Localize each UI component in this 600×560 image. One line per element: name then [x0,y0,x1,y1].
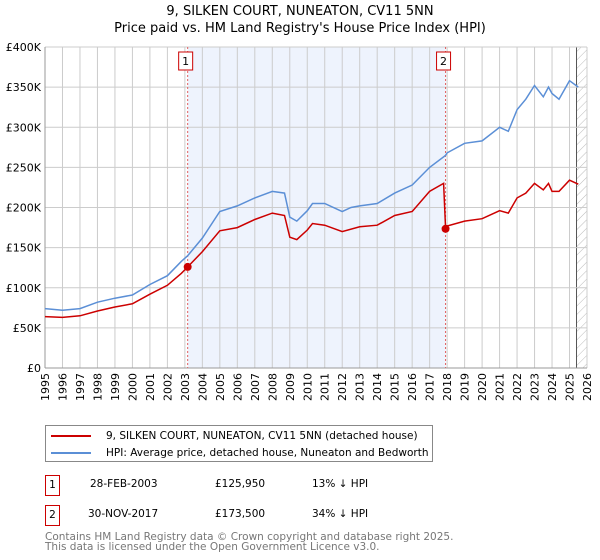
transaction-marker: 1 [45,475,60,496]
transaction-price: £125,950 [215,478,266,490]
transaction-date: 30-NOV-2017 [88,508,159,520]
chart-subtitle: Price paid vs. HM Land Registry's House … [114,21,486,36]
x-tick-label: 2003 [179,373,192,401]
x-tick-label: 2014 [371,373,384,401]
x-tick-label: 1995 [39,373,52,401]
transaction-row: 1 28-FEB-2003 £125,950 13% ↓ HPI [45,475,445,496]
property-series-line [44,179,579,319]
x-tick-label: 2012 [336,373,349,401]
y-tick-label: £250K [6,161,42,174]
transaction-row: 2 30-NOV-2017 £173,500 34% ↓ HPI [45,505,445,526]
y-tick-label: £0 [27,362,41,375]
y-tick-label: £50K [13,322,42,335]
x-tick-label: 2017 [424,373,437,401]
y-tick-label: £100K [6,282,42,295]
footer-licence: This data is licensed under the Open Gov… [45,541,380,553]
x-tick-label: 2021 [494,373,507,401]
x-tick-label: 2010 [301,373,314,401]
chart-title: 9, SILKEN COURT, NUNEATON, CV11 5NN [166,4,434,19]
x-tick-label: 2020 [476,373,489,401]
x-tick-label: 2011 [319,373,332,401]
legend-swatch-hpi [51,452,91,454]
x-tick-label: 1998 [91,373,104,401]
x-tick-label: 2002 [161,373,174,401]
footer: Contains HM Land Registry data © Crown c… [45,531,454,553]
transaction-marker: 2 [45,505,60,526]
y-tick-label: £300K [6,121,42,134]
transaction-date: 28-FEB-2003 [90,478,158,490]
sale-label: 1 [182,55,189,68]
x-tick-label: 1996 [56,373,69,401]
x-tick-label: 2001 [144,373,157,401]
transaction-hpi-diff: 13% ↓ HPI [312,478,369,490]
x-tick-label: 2025 [564,373,577,401]
transaction-hpi-diff: 34% ↓ HPI [312,508,369,520]
legend-label-hpi: HPI: Average price, detached house, Nune… [106,447,429,459]
sale-point [183,262,192,271]
x-tick-label: 2000 [126,373,139,401]
x-tick-label: 2009 [284,373,297,401]
x-tick-label: 2006 [231,373,244,401]
x-tick-label: 2004 [196,373,209,401]
hpi-series-line [44,79,579,311]
y-tick-label: £150K [6,242,42,255]
x-tick-label: 2016 [406,373,419,401]
x-tick-label: 2015 [389,373,402,401]
sale-label: 2 [440,55,447,68]
x-tick-label: 2022 [511,373,524,401]
x-tick-label: 1999 [109,373,122,401]
legend-swatch-property [51,435,91,437]
x-tick-label: 2008 [266,373,279,401]
y-tick-label: £400K [6,41,42,54]
x-tick-label: 2007 [249,373,262,401]
y-tick-label: £200K [6,202,42,215]
legend-label-property: 9, SILKEN COURT, NUNEATON, CV11 5NN (det… [106,430,418,442]
x-tick-label: 2018 [441,373,454,401]
transaction-price: £173,500 [215,508,266,520]
x-tick-label: 2019 [459,373,472,401]
x-tick-label: 1997 [74,373,87,401]
x-tick-label: 2024 [546,373,559,401]
x-tick-label: 2023 [529,373,542,401]
price-chart: 1995 1996 1997 1998 1999 2000 2001 2002 2003 2004… [6,41,594,401]
legend: 9, SILKEN COURT, NUNEATON, CV11 5NN (det… [45,425,433,462]
sale-label-box [436,51,452,71]
footer-copyright: Contains HM Land Registry data © Crown c… [45,531,454,543]
sale-label-box [178,51,194,71]
y-tick-label: £350K [6,81,42,94]
x-tick-label: 2005 [214,373,227,401]
x-tick-label: 2026 [581,373,594,401]
x-tick-label: 2013 [354,373,367,401]
sale-point [441,224,450,233]
